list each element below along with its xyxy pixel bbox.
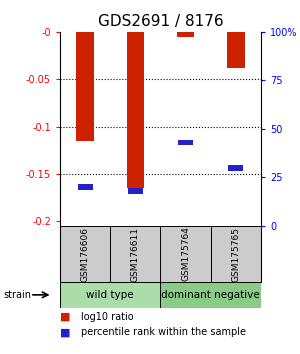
- Text: log10 ratio: log10 ratio: [81, 312, 134, 321]
- Text: ■: ■: [60, 312, 70, 321]
- Title: GDS2691 / 8176: GDS2691 / 8176: [98, 14, 223, 29]
- Text: strain: strain: [3, 290, 31, 300]
- Bar: [110, 226, 160, 282]
- Bar: [160, 226, 211, 282]
- Text: GSM175765: GSM175765: [231, 227, 240, 281]
- Bar: [127, 32, 144, 188]
- Bar: [60, 226, 110, 282]
- Bar: [228, 165, 243, 171]
- Text: GSM175764: GSM175764: [181, 227, 190, 281]
- Text: dominant negative: dominant negative: [161, 290, 260, 300]
- Bar: [178, 139, 193, 145]
- Text: GSM176611: GSM176611: [131, 227, 140, 281]
- Text: ■: ■: [60, 327, 70, 337]
- Bar: [60, 282, 160, 308]
- Bar: [227, 32, 245, 68]
- Text: wild type: wild type: [86, 290, 134, 300]
- Bar: [78, 184, 93, 190]
- Text: percentile rank within the sample: percentile rank within the sample: [81, 327, 246, 337]
- Bar: [128, 188, 143, 194]
- Bar: [177, 32, 194, 36]
- Bar: [76, 32, 94, 141]
- Text: GSM176606: GSM176606: [81, 227, 90, 281]
- Bar: [160, 282, 261, 308]
- Bar: [211, 226, 261, 282]
